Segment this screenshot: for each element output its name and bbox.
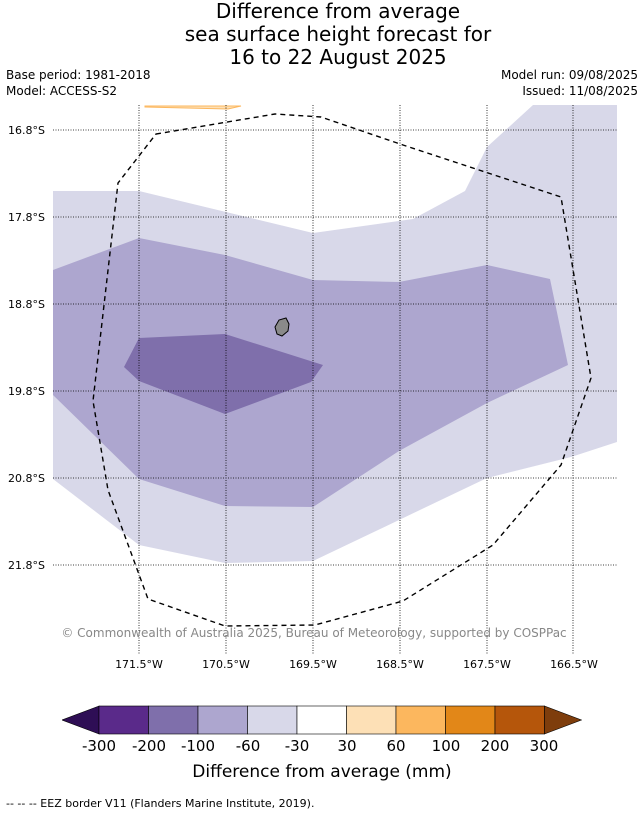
meta-right: Model run: 09/08/2025 Issued: 11/08/2025 bbox=[501, 67, 638, 99]
issued-text: Issued: 11/08/2025 bbox=[522, 84, 638, 98]
base-period-text: Base period: 1981-2018 bbox=[6, 68, 151, 82]
colorbar-tick: 300 bbox=[529, 737, 559, 755]
colorbar-tick: 60 bbox=[386, 737, 406, 755]
colorbar-label: Difference from average (mm) bbox=[192, 762, 452, 782]
gridlines bbox=[53, 105, 617, 655]
colorbar-tick: -30 bbox=[284, 737, 310, 755]
colorbar bbox=[62, 705, 582, 735]
colorbar-segment bbox=[296, 705, 347, 735]
colorbar-segment bbox=[98, 705, 149, 735]
lon-label-166-5: 166.5°W bbox=[550, 658, 598, 671]
lon-label-169-5: 169.5°W bbox=[289, 658, 337, 671]
colorbar-extend-high bbox=[544, 705, 582, 735]
colorbar-tick: -100 bbox=[180, 737, 216, 755]
lon-label-170-5: 170.5°W bbox=[202, 658, 250, 671]
lon-label-171-5: 171.5°W bbox=[115, 658, 163, 671]
lat-label-19-8: 19.8°S bbox=[8, 385, 45, 398]
colorbar-extend-low bbox=[62, 705, 100, 735]
meta-left: Base period: 1981-2018 Model: ACCESS-S2 bbox=[6, 67, 151, 99]
contour-minus100 bbox=[124, 334, 323, 414]
colorbar-segment bbox=[346, 705, 397, 735]
lon-label-168-5: 168.5°W bbox=[376, 658, 424, 671]
eez-border bbox=[92, 113, 592, 627]
colorbar-tick: 100 bbox=[431, 737, 461, 755]
colorbar-tick: -60 bbox=[235, 737, 261, 755]
contour-plus30-sliver bbox=[144, 105, 242, 110]
lat-label-17-8: 17.8°S bbox=[8, 211, 45, 224]
lat-label-20-8: 20.8°S bbox=[8, 472, 45, 485]
colorbar-segment bbox=[494, 705, 545, 735]
colorbar-tick: -300 bbox=[81, 737, 117, 755]
colorbar-segment bbox=[445, 705, 496, 735]
lat-label-21-8: 21.8°S bbox=[8, 559, 45, 572]
eez-footnote: -- -- -- EEZ border V11 (Flanders Marine… bbox=[6, 797, 315, 810]
title-line-2: sea surface height forecast for bbox=[184, 22, 492, 46]
island-shape bbox=[274, 317, 290, 337]
lat-label-18-8: 18.8°S bbox=[8, 298, 45, 311]
lat-label-16-8: 16.8°S bbox=[8, 124, 45, 137]
colorbar-segment bbox=[148, 705, 199, 735]
colorbar-tick: 200 bbox=[480, 737, 510, 755]
model-text: Model: ACCESS-S2 bbox=[6, 84, 118, 98]
map-title: Difference from average sea surface heig… bbox=[0, 0, 644, 69]
model-run-text: Model run: 09/08/2025 bbox=[500, 68, 638, 82]
map-canvas bbox=[53, 105, 617, 655]
colorbar-segment bbox=[197, 705, 248, 735]
colorbar-segment bbox=[247, 705, 298, 735]
copyright-text: © Commonwealth of Australia 2025, Bureau… bbox=[61, 626, 567, 640]
colorbar-tick: 30 bbox=[337, 737, 357, 755]
lon-label-167-5: 167.5°W bbox=[463, 658, 511, 671]
colorbar-segment bbox=[395, 705, 446, 735]
title-line-1: Difference from average bbox=[215, 0, 461, 23]
colorbar-tick: -200 bbox=[131, 737, 167, 755]
title-line-3: 16 to 22 August 2025 bbox=[229, 45, 447, 69]
colorbar-segments bbox=[62, 705, 582, 735]
